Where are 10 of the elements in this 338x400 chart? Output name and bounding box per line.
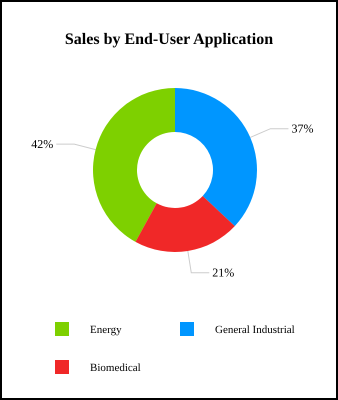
data-label: 21% bbox=[212, 266, 234, 280]
legend-label: General Industrial bbox=[215, 324, 295, 336]
donut-slice bbox=[93, 88, 175, 242]
chart-title: Sales by End-User Application bbox=[64, 31, 274, 48]
donut-slice bbox=[175, 88, 257, 226]
donut-slice bbox=[135, 196, 235, 252]
legend-label: Energy bbox=[90, 324, 122, 336]
legend-label: Biomedical bbox=[90, 362, 141, 374]
data-label: 42% bbox=[31, 137, 54, 152]
data-label: 37% bbox=[291, 122, 314, 136]
